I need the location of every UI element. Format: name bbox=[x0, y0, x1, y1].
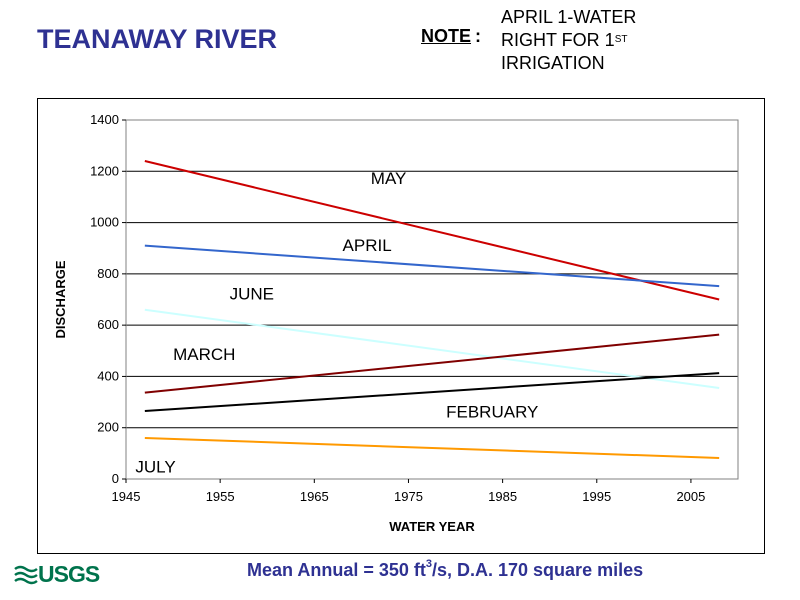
usgs-logo: USGS bbox=[14, 561, 106, 589]
series-annotation-may: MAY bbox=[371, 169, 407, 188]
note-line-1: APRIL 1-WATER bbox=[501, 7, 637, 27]
x-tick-label-2005: 2005 bbox=[676, 489, 705, 504]
series-line-april bbox=[144, 244, 720, 288]
x-tick-label-1985: 1985 bbox=[488, 489, 517, 504]
y-tick-label-800: 800 bbox=[97, 266, 119, 281]
plot-area bbox=[125, 119, 739, 480]
series-annotation-june: JUNE bbox=[230, 285, 274, 304]
series-annotation-july: JULY bbox=[135, 458, 175, 477]
series-line-june bbox=[144, 308, 720, 389]
series-line-july bbox=[144, 436, 720, 459]
y-tick-label-600: 600 bbox=[97, 317, 119, 332]
footer-text-a: Mean Annual = 350 ft bbox=[247, 560, 426, 580]
series-annotation-february: FEBRUARY bbox=[446, 402, 538, 421]
page-title: TEANAWAY RIVER bbox=[37, 24, 278, 54]
footer-text-b: /s, D.A. 170 square miles bbox=[432, 560, 644, 580]
note-line-2-sup: ST bbox=[614, 34, 628, 45]
series-line-march bbox=[144, 333, 720, 394]
footer-caption: Mean Annual = 350 ft3/s, D.A. 170 square… bbox=[247, 558, 644, 581]
y-tick-label-1400: 1400 bbox=[90, 112, 119, 127]
note-label: NOTE bbox=[421, 26, 472, 46]
y-tick-label-0: 0 bbox=[112, 471, 119, 486]
chart-frame: 0 200 400 600 800 1000 1200 1400 1945 1955 1965 197… bbox=[37, 98, 765, 554]
x-axis-label: WATER YEAR bbox=[389, 519, 475, 534]
y-axis-label: DISCHARGE bbox=[53, 260, 68, 338]
note-line-3: IRRIGATION bbox=[501, 53, 605, 73]
note-line-2: RIGHT FOR 1ST bbox=[501, 29, 636, 52]
x-tick-label-1975: 1975 bbox=[394, 489, 423, 504]
series-line-may bbox=[144, 160, 720, 301]
y-tick-label-1200: 1200 bbox=[90, 163, 119, 178]
series-annotation-april: APRIL bbox=[343, 236, 392, 255]
x-tick-label-1965: 1965 bbox=[300, 489, 329, 504]
line-chart: 0 200 400 600 800 1000 1200 1400 1945 1955 1965 197… bbox=[53, 112, 739, 534]
y-tick-label-200: 200 bbox=[97, 420, 119, 435]
footer-sup: 3 bbox=[425, 558, 432, 570]
note-line-2-main: RIGHT FOR 1 bbox=[501, 30, 615, 50]
x-tick-label-1995: 1995 bbox=[582, 489, 611, 504]
series-line-february bbox=[144, 372, 720, 413]
x-tick-label-1945: 1945 bbox=[112, 489, 141, 504]
y-tick-label-400: 400 bbox=[97, 368, 119, 383]
usgs-wave-icon bbox=[14, 565, 38, 585]
note-text: APRIL 1-WATER RIGHT FOR 1ST IRRIGATION bbox=[501, 6, 636, 75]
note-colon: : bbox=[475, 26, 481, 46]
x-tick-label-1955: 1955 bbox=[206, 489, 235, 504]
y-tick-label-1000: 1000 bbox=[90, 215, 119, 230]
series-annotation-march: MARCH bbox=[173, 345, 235, 364]
usgs-logo-text: USGS bbox=[38, 561, 100, 587]
